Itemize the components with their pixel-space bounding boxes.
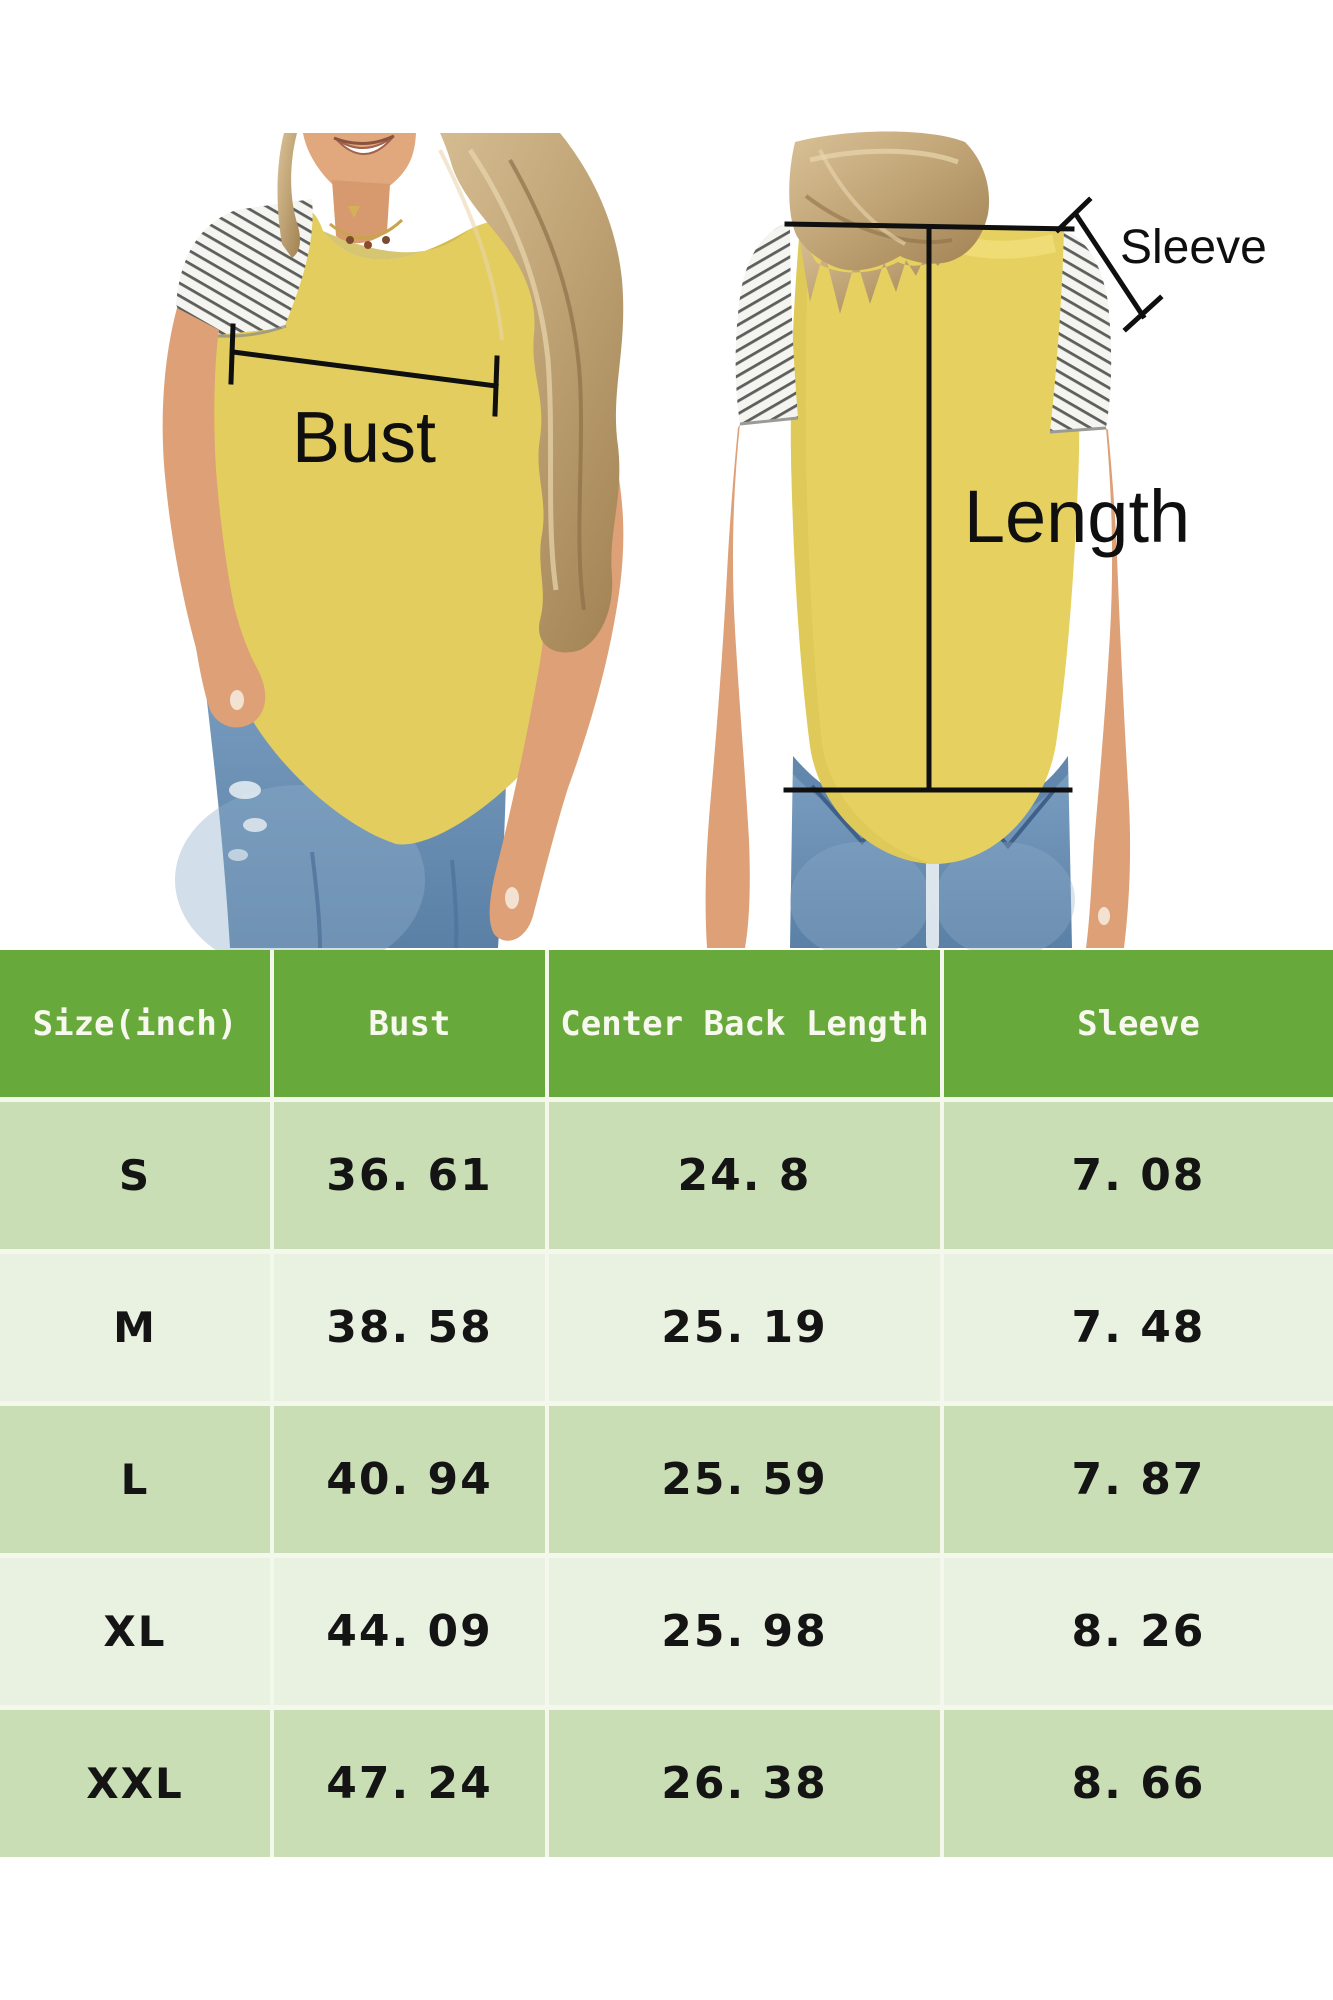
jeans-center-seam xyxy=(926,856,939,950)
thumb-nail xyxy=(1098,907,1110,925)
length-measure-line xyxy=(783,221,1075,793)
table-cell-bust: 36. 61 xyxy=(274,1102,545,1249)
table-cell-bust: 40. 94 xyxy=(274,1406,545,1553)
front-left-sleeve xyxy=(176,199,313,338)
back-right-sleeve xyxy=(1050,230,1112,432)
face xyxy=(303,133,416,196)
hair-tips xyxy=(798,230,948,314)
column-header-size: Size(inch) xyxy=(0,950,270,1097)
back-shirt-body xyxy=(790,226,1080,864)
table-cell-center-back-length: 25. 19 xyxy=(549,1254,940,1401)
thumb-nail xyxy=(230,690,244,710)
table-cell-sleeve: 7. 08 xyxy=(944,1102,1333,1249)
table-cell-center-back-length: 24. 8 xyxy=(549,1102,940,1249)
table-cell-size: M xyxy=(0,1254,270,1401)
product-photo-area: Bust Length Sleeve xyxy=(0,0,1333,950)
table-cell-bust: 47. 24 xyxy=(274,1710,545,1857)
column-header-center-back-length: Center Back Length xyxy=(549,950,940,1097)
table-cell-sleeve: 8. 26 xyxy=(944,1558,1333,1705)
size-table: Size(inch) Bust Center Back Length Sleev… xyxy=(0,950,1333,1857)
table-cell-bust: 44. 09 xyxy=(274,1558,545,1705)
table-cell-size: S xyxy=(0,1102,270,1249)
bust-measure-line xyxy=(228,323,500,417)
table-cell-size: XL xyxy=(0,1558,270,1705)
table-cell-sleeve: 7. 87 xyxy=(944,1406,1333,1553)
sleeve-measure-line xyxy=(1054,196,1164,333)
back-left-arm xyxy=(705,424,750,948)
lip-line xyxy=(333,134,395,145)
back-right-arm xyxy=(1086,428,1131,948)
table-cell-center-back-length: 25. 98 xyxy=(549,1558,940,1705)
back-shirt-shading xyxy=(790,226,934,864)
measurement-lines xyxy=(228,196,1164,793)
table-cell-size: XXL xyxy=(0,1710,270,1857)
table-cell-size: L xyxy=(0,1406,270,1553)
front-shirt-body xyxy=(175,203,599,845)
jeans-distress xyxy=(228,849,248,861)
finger-nail xyxy=(505,887,519,909)
table-cell-sleeve: 8. 66 xyxy=(944,1710,1333,1857)
column-header-bust: Bust xyxy=(274,950,545,1097)
hair-main xyxy=(404,133,624,653)
length-annotation-label: Length xyxy=(963,475,1191,558)
neck xyxy=(332,180,390,244)
neckline-shadow xyxy=(323,230,468,260)
jeans-distress xyxy=(243,818,267,832)
back-view-model xyxy=(705,131,1131,950)
jeans-distress xyxy=(229,781,261,799)
table-cell-center-back-length: 25. 59 xyxy=(549,1406,940,1553)
product-photos-illustration xyxy=(162,131,1164,950)
table-cell-center-back-length: 26. 38 xyxy=(549,1710,940,1857)
table-cell-sleeve: 7. 48 xyxy=(944,1254,1333,1401)
sleeve-annotation-label: Sleeve xyxy=(1120,221,1267,274)
hair-strand-left xyxy=(277,133,300,258)
necklace xyxy=(329,218,404,240)
table-cell-bust: 38. 58 xyxy=(274,1254,545,1401)
back-left-sleeve xyxy=(735,222,798,424)
front-left-arm xyxy=(162,308,266,728)
column-header-sleeve: Sleeve xyxy=(944,950,1333,1097)
back-hair xyxy=(789,131,990,271)
front-view-model xyxy=(162,133,624,950)
bust-annotation-label: Bust xyxy=(291,398,437,478)
necklace-pendant xyxy=(348,206,360,218)
